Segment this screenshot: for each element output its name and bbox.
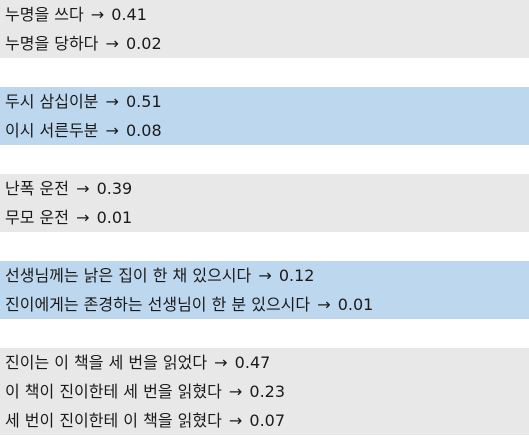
sentence-text: 누명을 당하다 [5, 34, 99, 53]
list-item: 이시 서른두분 → 0.08 [0, 116, 529, 145]
arrow-icon: → [317, 295, 331, 314]
arrow-icon: → [105, 121, 119, 140]
sentence-text: 이시 서른두분 [5, 121, 99, 140]
sentence-text: 진이는 이 책을 세 번을 읽었다 [5, 353, 208, 372]
sentence-text: 누명을 쓰다 [5, 5, 84, 24]
sentence-text: 난폭 운전 [5, 179, 69, 198]
score-value: 0.02 [126, 34, 162, 53]
group-1: 누명을 쓰다 → 0.41 누명을 당하다 → 0.02 [0, 0, 529, 58]
score-value: 0.01 [337, 295, 374, 314]
sentence-text: 선생님께는 낡은 집이 한 채 있으시다 [5, 266, 252, 285]
arrow-icon: → [258, 266, 272, 285]
divider [0, 58, 529, 87]
group-2: 두시 삼십이분 → 0.51 이시 서른두분 → 0.08 [0, 87, 529, 145]
score-value: 0.07 [249, 411, 286, 430]
divider [0, 145, 529, 174]
list-item: 선생님께는 낡은 집이 한 채 있으시다 → 0.12 [0, 261, 529, 290]
list-item: 누명을 당하다 → 0.02 [0, 29, 529, 58]
score-value: 0.41 [111, 5, 147, 24]
sentence-text: 진이에게는 존경하는 선생님이 한 분 있으시다 [5, 295, 311, 314]
group-5: 진이는 이 책을 세 번을 읽었다 → 0.47 이 책이 진이한테 세 번을 … [0, 348, 529, 435]
score-value: 0.08 [126, 121, 162, 140]
list-item: 진이에게는 존경하는 선생님이 한 분 있으시다 → 0.01 [0, 290, 529, 319]
score-value: 0.01 [96, 208, 133, 227]
list-item: 이 책이 진이한테 세 번을 읽혔다 → 0.23 [0, 377, 529, 406]
list-item: 난폭 운전 → 0.39 [0, 174, 529, 203]
score-value: 0.23 [249, 382, 286, 401]
score-value: 0.47 [234, 353, 271, 372]
score-value: 0.39 [96, 179, 133, 198]
divider [0, 232, 529, 261]
list-item: 무모 운전 → 0.01 [0, 203, 529, 232]
list-item: 세 번이 진이한테 이 책을 읽혔다 → 0.07 [0, 406, 529, 435]
divider [0, 319, 529, 348]
arrow-icon: → [228, 382, 243, 401]
score-value: 0.51 [126, 92, 162, 111]
sentence-text: 이 책이 진이한테 세 번을 읽혔다 [5, 382, 222, 401]
arrow-icon: → [214, 353, 228, 372]
arrow-icon: → [228, 411, 243, 430]
arrow-icon: → [105, 34, 119, 53]
group-4: 선생님께는 낡은 집이 한 채 있으시다 → 0.12 진이에게는 존경하는 선… [0, 261, 529, 319]
arrow-icon: → [76, 208, 90, 227]
sentence-text: 세 번이 진이한테 이 책을 읽혔다 [5, 411, 222, 430]
arrow-icon: → [76, 179, 90, 198]
score-value: 0.12 [278, 266, 315, 285]
arrow-icon: → [90, 5, 105, 24]
list-item: 두시 삼십이분 → 0.51 [0, 87, 529, 116]
sentence-text: 무모 운전 [5, 208, 69, 227]
list-item: 진이는 이 책을 세 번을 읽었다 → 0.47 [0, 348, 529, 377]
sentence-text: 두시 삼십이분 [5, 92, 99, 111]
list-item: 누명을 쓰다 → 0.41 [0, 0, 529, 29]
arrow-icon: → [105, 92, 119, 111]
group-3: 난폭 운전 → 0.39 무모 운전 → 0.01 [0, 174, 529, 232]
